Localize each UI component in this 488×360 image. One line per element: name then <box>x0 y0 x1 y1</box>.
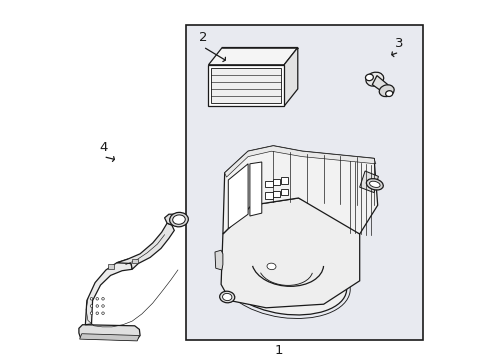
Polygon shape <box>371 76 387 94</box>
Ellipse shape <box>369 181 379 188</box>
Bar <box>108 264 114 269</box>
Polygon shape <box>249 162 261 216</box>
Ellipse shape <box>102 312 104 315</box>
Polygon shape <box>359 171 378 193</box>
Ellipse shape <box>379 85 393 96</box>
Text: 4: 4 <box>99 141 107 154</box>
Polygon shape <box>215 250 223 270</box>
Bar <box>281 177 288 184</box>
Polygon shape <box>284 48 297 106</box>
Ellipse shape <box>96 305 98 307</box>
Polygon shape <box>164 214 179 225</box>
Ellipse shape <box>365 72 383 86</box>
Ellipse shape <box>172 215 185 224</box>
Ellipse shape <box>102 297 104 300</box>
Ellipse shape <box>96 297 98 300</box>
Polygon shape <box>208 48 297 65</box>
Ellipse shape <box>90 305 93 307</box>
Ellipse shape <box>96 312 98 315</box>
Ellipse shape <box>266 263 275 270</box>
Polygon shape <box>79 325 140 340</box>
Ellipse shape <box>90 297 93 300</box>
Ellipse shape <box>366 179 383 190</box>
Ellipse shape <box>102 305 104 307</box>
Bar <box>265 181 272 187</box>
Polygon shape <box>85 259 132 325</box>
Polygon shape <box>223 146 377 234</box>
Bar <box>265 192 272 199</box>
Polygon shape <box>228 164 247 229</box>
Polygon shape <box>80 334 139 341</box>
Ellipse shape <box>90 312 93 315</box>
Bar <box>273 191 280 197</box>
Ellipse shape <box>219 291 234 303</box>
Ellipse shape <box>224 250 346 315</box>
Bar <box>281 189 288 195</box>
Ellipse shape <box>222 293 231 301</box>
Polygon shape <box>224 146 375 177</box>
Bar <box>132 259 137 263</box>
Bar <box>186 25 422 340</box>
Text: 1: 1 <box>274 345 283 357</box>
Bar <box>273 179 280 185</box>
Ellipse shape <box>385 91 392 96</box>
Bar <box>211 68 281 103</box>
Text: 2: 2 <box>199 31 207 44</box>
Bar <box>208 65 284 106</box>
Ellipse shape <box>169 212 188 227</box>
Polygon shape <box>117 223 174 269</box>
Text: 3: 3 <box>394 37 403 50</box>
Ellipse shape <box>365 74 373 81</box>
Polygon shape <box>221 198 359 308</box>
